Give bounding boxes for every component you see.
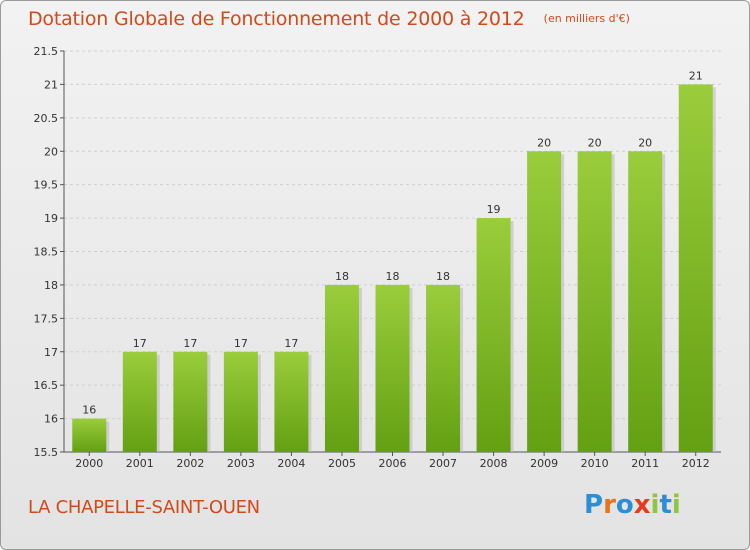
x-tick-label: 2004	[277, 457, 305, 470]
y-tick-label: 20.5	[34, 112, 59, 125]
data-label: 18	[436, 270, 450, 283]
data-label: 20	[588, 136, 602, 149]
data-label: 17	[284, 337, 298, 350]
proxiti-logo: Proxiti	[584, 490, 681, 520]
data-label: 19	[487, 203, 501, 216]
y-tick-label: 16.5	[34, 379, 59, 392]
bar	[678, 84, 713, 453]
y-tick-label: 21	[44, 78, 58, 91]
bar	[527, 151, 562, 452]
data-label: 16	[82, 404, 96, 417]
title-row: Dotation Globale de Fonctionnement de 20…	[28, 8, 630, 30]
data-label: 18	[386, 270, 400, 283]
data-label: 20	[638, 136, 652, 149]
bar	[173, 351, 208, 452]
x-tick-label: 2012	[682, 457, 710, 470]
logo-letter: i	[650, 490, 660, 520]
y-tick-label: 19.5	[34, 179, 59, 192]
bar	[223, 351, 258, 452]
y-tick-label: 17.5	[34, 312, 59, 325]
x-tick-label: 2010	[581, 457, 609, 470]
logo-letter: t	[659, 490, 672, 520]
labels: 15.5 16 16.5 17 17.5 18 18.5 19 19.5 20 20.5 21 21.5…	[34, 45, 710, 470]
logo-letter: x	[633, 490, 651, 520]
logo-letter: P	[584, 490, 604, 520]
logo-letter: i	[671, 490, 681, 520]
bar	[628, 151, 663, 452]
x-tick-label: 2003	[227, 457, 255, 470]
data-label: 17	[183, 337, 197, 350]
bar	[274, 351, 309, 452]
bar	[122, 351, 157, 452]
data-label: 18	[335, 270, 349, 283]
y-tick-label: 15.5	[34, 446, 59, 459]
x-tick-label: 2009	[530, 457, 558, 470]
data-label: 20	[537, 136, 551, 149]
x-tick-label: 2008	[480, 457, 508, 470]
y-tick-label: 20	[44, 145, 58, 158]
logo-letter: r	[603, 490, 616, 520]
data-label: 17	[133, 337, 147, 350]
bars	[72, 84, 716, 453]
x-tick-label: 2011	[631, 457, 659, 470]
y-tick-label: 16	[44, 413, 58, 426]
unit-note: (en milliers d'€)	[543, 12, 630, 25]
x-tick-label: 2007	[429, 457, 457, 470]
y-tick-label: 17	[44, 346, 58, 359]
y-tick-label: 21.5	[34, 45, 59, 58]
y-tick-label: 19	[44, 212, 58, 225]
x-tick-label: 2005	[328, 457, 356, 470]
bar	[375, 284, 410, 452]
bar	[72, 418, 107, 452]
x-tick-label: 2001	[126, 457, 154, 470]
x-tick-label: 2002	[176, 457, 204, 470]
x-tick-label: 2000	[75, 457, 103, 470]
commune-name: LA CHAPELLE-SAINT-OUEN	[28, 497, 260, 518]
y-tick-label: 18.5	[34, 246, 59, 259]
data-label: 17	[234, 337, 248, 350]
bar	[426, 284, 461, 452]
bar	[577, 151, 612, 452]
data-label: 21	[689, 69, 703, 82]
y-tick-label: 18	[44, 279, 58, 292]
bar	[476, 218, 511, 452]
chart-title: Dotation Globale de Fonctionnement de 20…	[28, 8, 525, 30]
x-tick-label: 2006	[379, 457, 407, 470]
bar	[324, 284, 359, 452]
logo-letter: o	[615, 490, 634, 520]
